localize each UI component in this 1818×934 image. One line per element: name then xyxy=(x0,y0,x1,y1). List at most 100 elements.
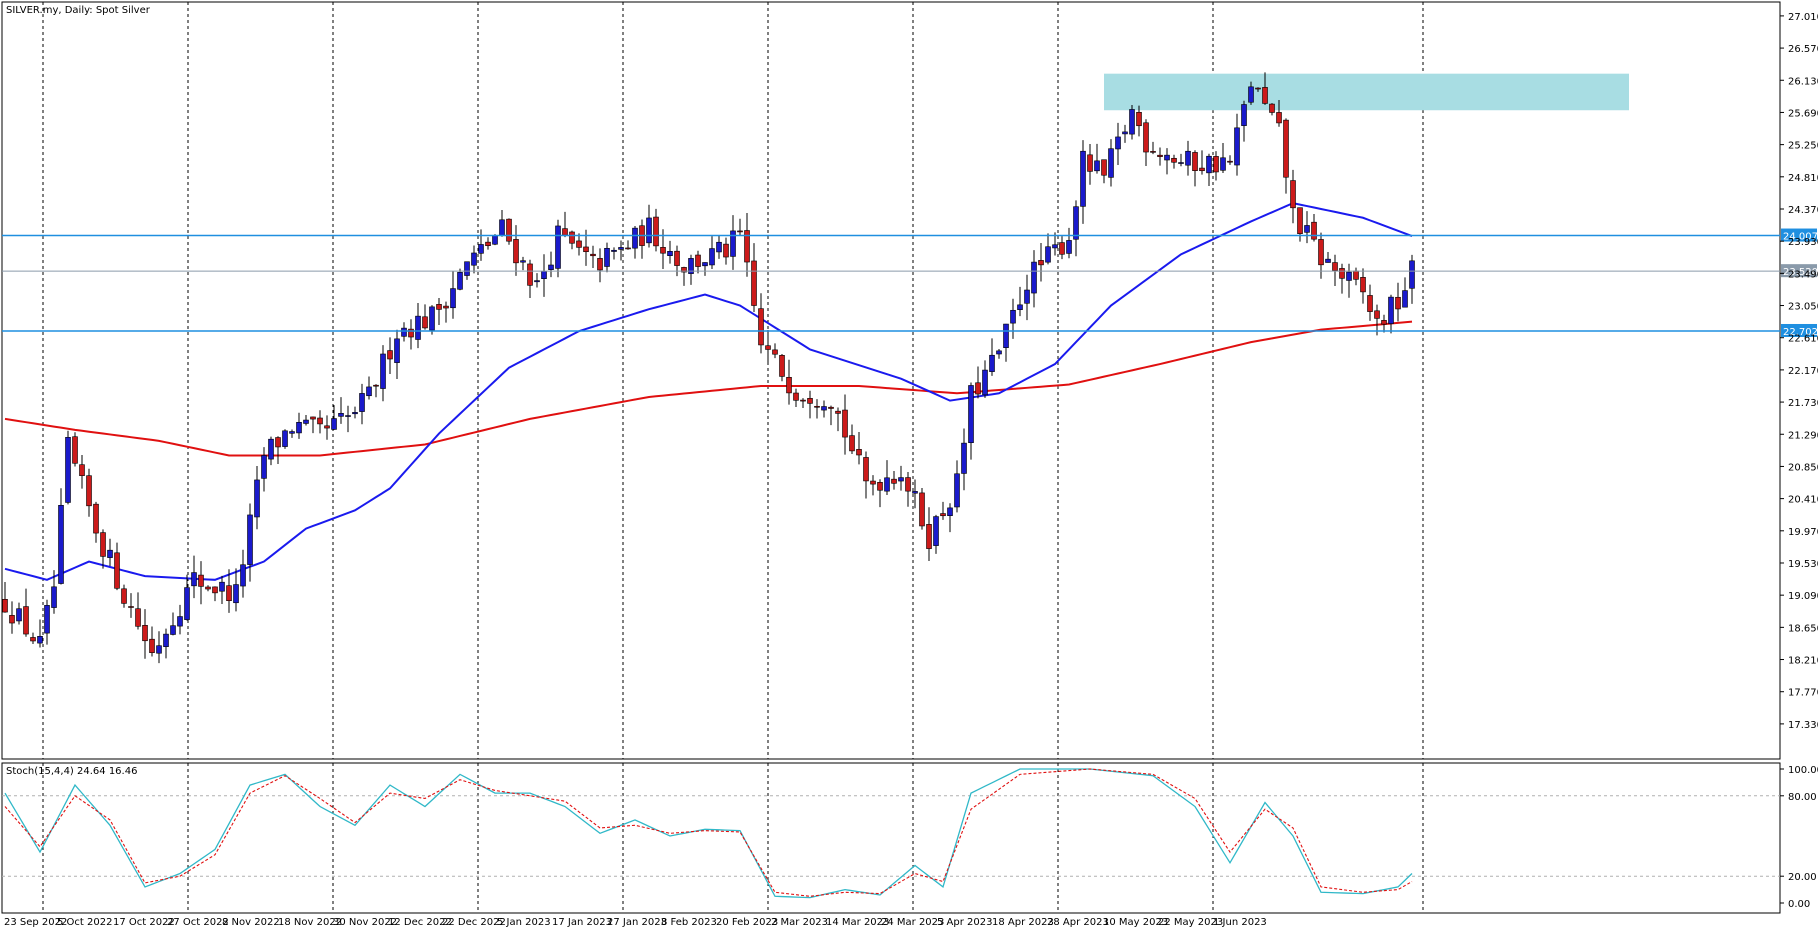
x-tick-label: 22 May 2023 xyxy=(1158,917,1223,928)
bear-candle xyxy=(1353,270,1359,280)
bear-candle xyxy=(422,316,428,329)
bull-candle xyxy=(688,258,694,274)
bull-candle xyxy=(1031,261,1037,294)
x-tick-label: 22 Dec 2022 xyxy=(442,917,506,928)
bear-candle xyxy=(625,247,631,250)
bear-candle xyxy=(1038,260,1044,266)
level-price-badge xyxy=(1781,323,1817,337)
y-tick-label: 26.570 xyxy=(1788,44,1818,55)
y-tick-label: 20.850 xyxy=(1788,462,1818,473)
bear-candle xyxy=(9,615,15,624)
bear-candle xyxy=(513,239,519,264)
bear-candle xyxy=(674,250,680,266)
bear-candle xyxy=(1381,320,1387,325)
stoch-y-tick-label: 0.00 xyxy=(1788,899,1810,910)
bear-candle xyxy=(121,588,127,604)
y-tick-label: 25.690 xyxy=(1788,108,1818,119)
bear-candle xyxy=(135,608,141,627)
x-tick-label: 8 Feb 2023 xyxy=(661,917,717,928)
bull-candle xyxy=(646,217,652,244)
bull-candle xyxy=(1409,260,1415,289)
bull-candle xyxy=(1220,157,1226,171)
stoch-y-tick-label: 80.00 xyxy=(1788,792,1817,803)
bull-candle xyxy=(163,633,169,647)
bear-candle xyxy=(408,328,414,338)
bear-candle xyxy=(212,586,218,594)
bear-candle xyxy=(317,417,323,425)
x-tick-label: 5 Oct 2022 xyxy=(57,917,112,928)
y-tick-label: 23.050 xyxy=(1788,302,1818,313)
bear-candle xyxy=(1157,154,1163,157)
bear-candle xyxy=(751,260,757,306)
bear-candle xyxy=(849,435,855,452)
stoch-y-tick-label: 20.00 xyxy=(1788,872,1817,883)
bull-candle xyxy=(37,636,43,644)
y-tick-label: 23.490 xyxy=(1788,269,1818,280)
bear-candle xyxy=(1297,207,1303,234)
bear-candle xyxy=(1283,119,1289,178)
bear-candle xyxy=(905,477,911,492)
bear-candle xyxy=(737,230,743,233)
bull-candle xyxy=(499,219,505,236)
bear-candle xyxy=(681,267,687,273)
bull-candle xyxy=(394,338,400,363)
bear-candle xyxy=(744,230,750,263)
x-tick-label: 14 Mar 2023 xyxy=(826,917,889,928)
bear-candle xyxy=(569,231,575,244)
bear-candle xyxy=(660,247,666,254)
bear-candle xyxy=(1171,157,1177,163)
bear-candle xyxy=(828,406,834,409)
bear-candle xyxy=(1360,277,1366,293)
bull-candle xyxy=(177,616,183,627)
y-tick-label: 19.970 xyxy=(1788,527,1818,538)
bear-candle xyxy=(30,637,36,642)
current-price-badge xyxy=(1781,264,1817,278)
bear-candle xyxy=(779,355,785,377)
bull-candle xyxy=(1164,154,1170,161)
bull-candle xyxy=(947,507,953,516)
bear-candle xyxy=(590,253,596,257)
bear-candle xyxy=(226,585,232,602)
bull-candle xyxy=(219,581,225,592)
bull-candle xyxy=(1115,136,1121,150)
bull-candle xyxy=(1346,271,1352,281)
bear-candle xyxy=(765,345,771,350)
bull-candle xyxy=(282,430,288,447)
bear-candle xyxy=(562,228,568,236)
bear-candle xyxy=(324,425,330,429)
bear-candle xyxy=(1101,159,1107,176)
bull-candle xyxy=(247,514,253,565)
bear-candle xyxy=(23,606,29,635)
bull-candle xyxy=(261,455,267,479)
stoch-main-line xyxy=(4,768,1413,899)
bear-candle xyxy=(877,482,883,491)
bear-candle xyxy=(926,524,932,549)
bull-candle xyxy=(16,608,22,622)
bear-candle xyxy=(1276,112,1282,124)
bull-candle xyxy=(156,645,162,654)
x-tick-label: 23 Sep 2022 xyxy=(4,917,67,928)
bear-candle xyxy=(1332,262,1338,271)
bear-candle xyxy=(1395,296,1401,310)
y-tick-label: 23.930 xyxy=(1788,237,1818,248)
price-pane-frame xyxy=(1,1,1781,760)
stoch-indicator-label: Stoch(15,4,4) 24.64 16.46 xyxy=(6,766,137,777)
bear-candle xyxy=(1311,221,1317,240)
x-tick-label: 5 Apr 2023 xyxy=(937,917,992,928)
bear-candle xyxy=(1374,310,1380,319)
level-price-label: 24.007 xyxy=(1783,232,1818,243)
x-tick-label: 10 May 2023 xyxy=(1103,917,1168,928)
bear-candle xyxy=(1367,295,1373,312)
level-price-badge xyxy=(1781,228,1817,242)
bear-candle xyxy=(653,216,659,247)
y-tick-label: 22.610 xyxy=(1788,334,1818,345)
bull-candle xyxy=(1325,258,1331,263)
resistance-zone xyxy=(1104,73,1629,111)
bear-candle xyxy=(373,384,379,387)
bull-candle xyxy=(1066,240,1072,254)
bear-candle xyxy=(1143,122,1149,153)
x-tick-label: 12 Dec 2022 xyxy=(388,917,452,928)
y-tick-label: 18.210 xyxy=(1788,656,1818,667)
